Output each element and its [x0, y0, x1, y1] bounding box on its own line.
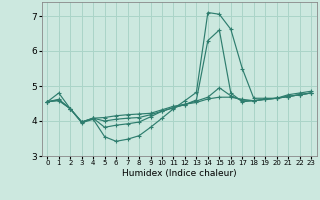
X-axis label: Humidex (Indice chaleur): Humidex (Indice chaleur) [122, 169, 236, 178]
